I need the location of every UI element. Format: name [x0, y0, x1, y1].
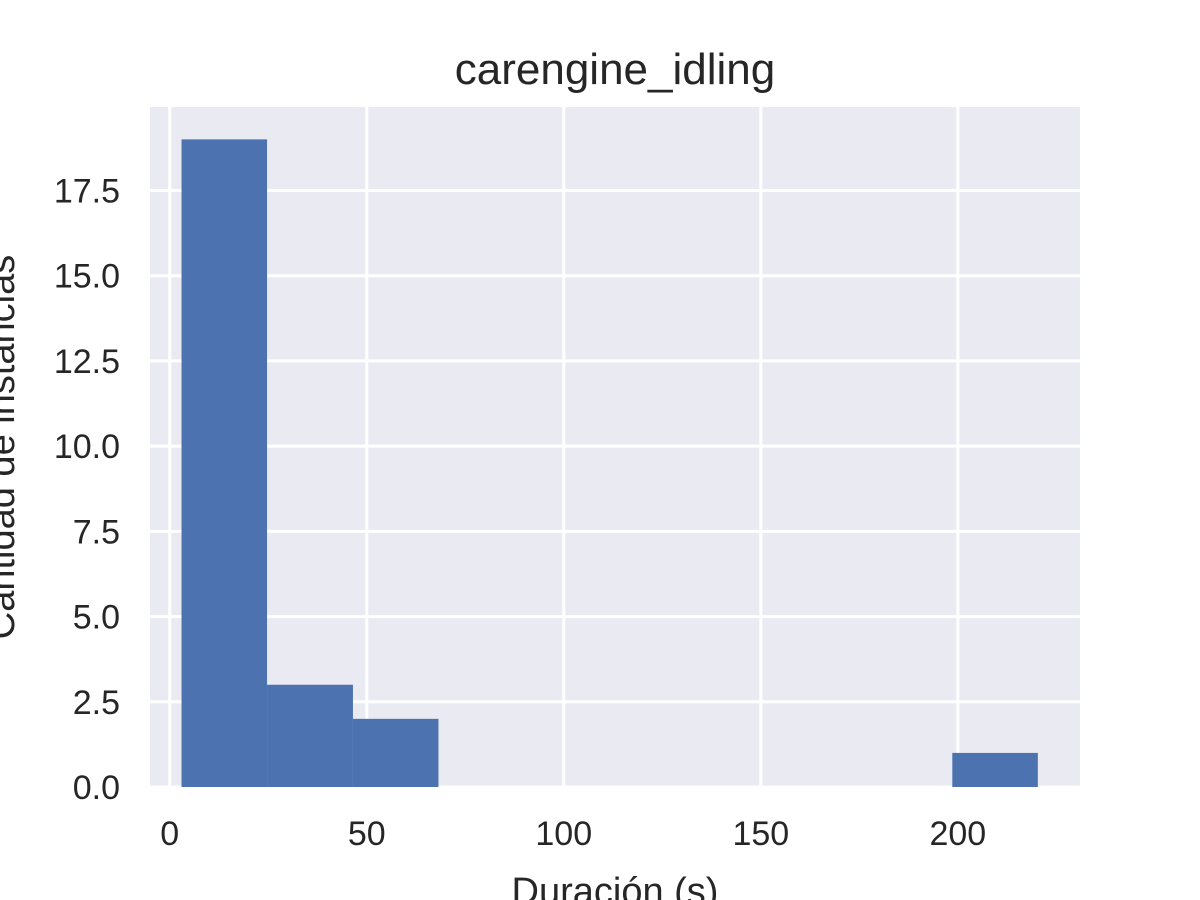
histogram-bar — [952, 752, 1038, 787]
y-tick-label: 7.5 — [73, 513, 120, 551]
x-tick-label: 0 — [160, 815, 179, 853]
grid — [150, 107, 1080, 789]
y-tick-label: 15.0 — [54, 258, 120, 296]
x-tick-label: 50 — [348, 815, 386, 853]
y-tick-label: 10.0 — [54, 428, 120, 466]
y-axis-label: Cantidad de instancias — [0, 255, 23, 639]
y-tick-label: 2.5 — [73, 684, 120, 722]
x-axis-label: Duración (s) — [512, 871, 719, 900]
x-axis-ticks: 0 50 100 150 200 — [160, 815, 986, 853]
y-tick-label: 17.5 — [54, 173, 120, 211]
x-tick-label: 100 — [535, 815, 592, 853]
y-tick-label: 5.0 — [73, 599, 120, 637]
chart-title: carengine_idling — [455, 45, 775, 94]
histogram-bar — [267, 684, 353, 787]
y-tick-label: 12.5 — [54, 343, 120, 381]
y-axis-ticks: 0.0 2.5 5.0 7.5 10.0 12.5 15.0 17.5 — [54, 173, 120, 807]
histogram-bar — [352, 718, 439, 787]
x-tick-label: 200 — [929, 815, 986, 853]
bars — [181, 139, 1038, 787]
histogram-bar — [181, 139, 268, 787]
y-tick-label: 0.0 — [73, 769, 120, 807]
x-tick-label: 150 — [732, 815, 789, 853]
